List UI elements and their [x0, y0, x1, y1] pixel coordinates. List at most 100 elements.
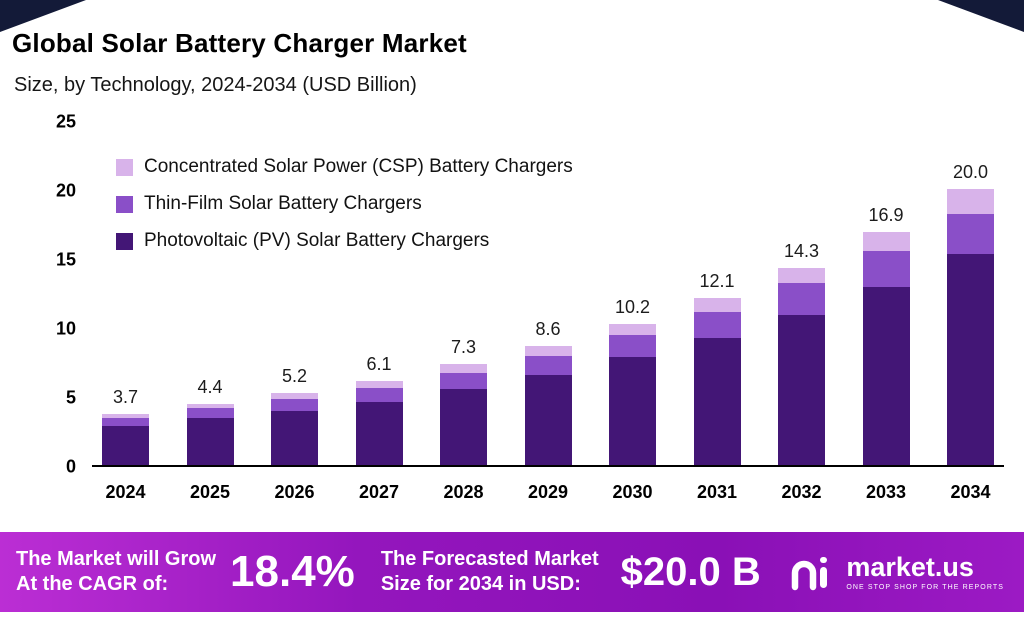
bar-total-label: 14.3	[783, 240, 820, 261]
bar-segment	[862, 286, 910, 465]
bar-segment	[693, 311, 741, 339]
bar-segment	[609, 357, 656, 465]
chart-legend: Concentrated Solar Power (CSP) Battery C…	[116, 156, 573, 252]
page-title: Global Solar Battery Charger Market	[12, 28, 467, 58]
bar-total-label: 4.4	[197, 377, 223, 398]
bar-2031: 12.1	[693, 271, 741, 465]
bar-segment	[693, 298, 741, 312]
bar-total-label: 5.2	[281, 366, 308, 387]
bar-segment	[947, 189, 994, 214]
brand-text: market.us ONE STOP SHOP FOR THE REPORTS	[846, 551, 1004, 591]
bar-total-label: 7.3	[450, 337, 477, 358]
bar-segment	[778, 314, 825, 465]
corner-accent-top-right	[938, 0, 1024, 32]
bar-total-label: 12.1	[699, 271, 735, 292]
chart-subtitle: Size, by Technology, 2024-2034 (USD Bill…	[14, 74, 417, 96]
bar-segment	[102, 426, 149, 465]
bar-segment	[271, 411, 318, 465]
cagr-label-line2: At the CAGR of:	[16, 573, 169, 595]
bar-segment	[440, 372, 487, 390]
bar-2024: 3.7	[102, 387, 149, 465]
legend-item: Concentrated Solar Power (CSP) Battery C…	[116, 156, 573, 178]
x-axis-label: 2026	[274, 482, 315, 502]
bar-segment	[947, 213, 994, 254]
bar-total-label: 10.2	[614, 297, 651, 318]
bar-segment	[440, 389, 487, 465]
x-axis-label: 2034	[950, 482, 991, 502]
bar-segment	[524, 375, 572, 465]
bar-segment	[862, 231, 910, 252]
bar-segment	[186, 404, 234, 409]
plot-area: 3.7 4.4 5.2 6.1 7.3 8.6 10.2 12.1 14.3 16.9 20.0	[92, 122, 1004, 467]
y-tick-label: 15	[55, 249, 76, 270]
forecast-label: The Forecasted Market Size for 2034 in U…	[381, 547, 599, 597]
forecast-label-line1: The Forecasted Market	[380, 548, 599, 570]
bar-segment	[355, 401, 403, 465]
bar-segment	[947, 253, 994, 465]
x-axis: 2024 2025 2026 2027 2028 2029 2030 2031 2032 2033…	[92, 482, 1004, 503]
cagr-label-line1: The Market will Grow	[16, 548, 217, 570]
x-axis-label: 2029	[527, 482, 569, 502]
legend-swatch	[116, 232, 133, 250]
y-axis: 0 5 10 15 20 25	[30, 112, 76, 477]
brand-name: market.us	[846, 551, 974, 582]
bar-total-label: 8.6	[535, 319, 561, 340]
forecast-label-line2: Size for 2034 in USD:	[380, 573, 581, 595]
bar-segment	[524, 346, 572, 356]
bar-2033: 16.9	[862, 204, 910, 465]
bar-segment	[609, 324, 656, 336]
bar-segment	[355, 380, 403, 388]
bar-total-label: 20.0	[952, 162, 989, 183]
bar-segment	[440, 364, 487, 373]
legend-item: Photovoltaic (PV) Solar Battery Chargers	[116, 230, 573, 252]
bar-segment	[524, 356, 572, 376]
brand-block: market.us ONE STOP SHOP FOR THE REPORTS	[790, 552, 1008, 592]
x-axis-label: 2024	[105, 482, 146, 502]
legend-label: Concentrated Solar Power (CSP) Battery C…	[144, 156, 573, 177]
x-axis-label: 2028	[443, 482, 484, 502]
x-axis-label: 2031	[696, 482, 738, 502]
bar-total-label: 6.1	[366, 353, 392, 374]
bar-2032: 14.3	[778, 241, 825, 465]
bar-segment	[271, 398, 318, 412]
bar-total-label: 3.7	[112, 386, 139, 407]
bar-segment	[186, 408, 234, 419]
bar-total-label: 16.9	[868, 204, 904, 225]
bar-2026: 5.2	[271, 366, 318, 465]
bar-segment	[778, 282, 825, 315]
x-axis-label: 2033	[865, 482, 907, 502]
y-tick-label: 10	[55, 318, 76, 339]
legend-label: Thin-Film Solar Battery Chargers	[144, 193, 422, 214]
legend-item: Thin-Film Solar Battery Chargers	[116, 193, 573, 215]
cagr-label: The Market will Grow At the CAGR of:	[16, 547, 216, 597]
legend-swatch	[116, 158, 133, 176]
x-axis-label: 2027	[358, 482, 400, 502]
bar-segment	[186, 418, 234, 465]
bar-2025: 4.4	[186, 377, 234, 465]
forecast-value: $20.0 B	[620, 549, 761, 594]
bar-2030: 10.2	[609, 297, 656, 465]
bar-segment	[693, 338, 741, 465]
legend-swatch	[116, 195, 133, 213]
bar-segment	[609, 335, 656, 358]
x-axis-label: 2025	[189, 482, 231, 502]
x-axis-label: 2030	[612, 482, 653, 502]
y-tick-label: 20	[55, 180, 76, 201]
footer-banner: The Market will Grow At the CAGR of: 18.…	[0, 532, 1024, 612]
bar-2028: 7.3	[440, 337, 487, 465]
bar-2029: 8.6	[524, 319, 572, 465]
y-tick-label: 0	[65, 456, 76, 477]
bar-2027: 6.1	[355, 353, 403, 465]
market-us-logo	[792, 557, 828, 591]
bar-segment	[862, 251, 910, 287]
brand-tagline: ONE STOP SHOP FOR THE REPORTS	[846, 583, 1004, 591]
cagr-value: 18.4%	[230, 547, 355, 596]
corner-accent-top-left	[0, 0, 86, 32]
bar-segment	[355, 387, 403, 402]
y-tick-label: 25	[55, 111, 76, 132]
legend-label: Photovoltaic (PV) Solar Battery Chargers	[144, 230, 490, 251]
bar-segment	[102, 418, 149, 427]
bar-segment	[271, 393, 318, 399]
y-tick-label: 5	[65, 387, 76, 408]
